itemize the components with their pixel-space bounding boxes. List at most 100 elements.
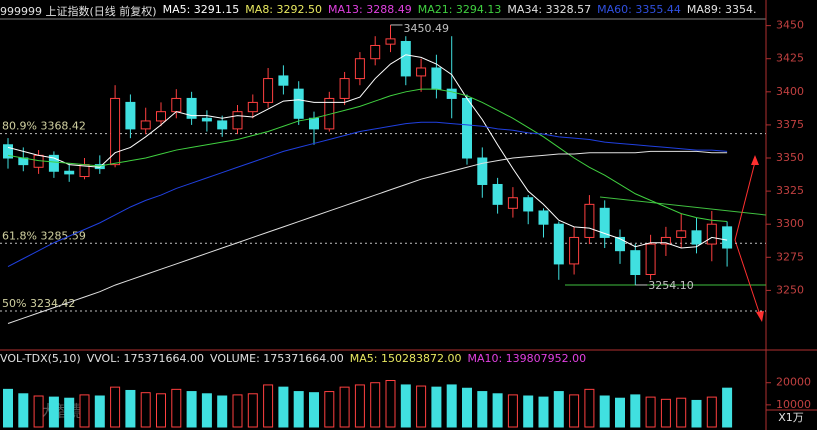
volume-bar	[18, 393, 29, 428]
volume-bar	[94, 395, 105, 428]
volume-bar	[400, 384, 411, 428]
candle-body	[599, 207, 610, 238]
candle-body	[691, 230, 702, 245]
volume-bar	[462, 387, 472, 428]
header-item: MA13: 3288.49	[328, 3, 412, 16]
volume-bar	[324, 391, 335, 428]
header-item: MA8: 3292.50	[245, 3, 323, 16]
ma-line	[7, 121, 728, 268]
y-tick-label: 20000	[776, 376, 811, 389]
header-item: MA34: 3328.57	[507, 3, 592, 16]
candle-body	[156, 111, 166, 122]
candle-body	[354, 58, 365, 80]
volume-bar	[339, 386, 350, 428]
volume-bar	[676, 397, 687, 428]
volume-bar	[722, 387, 733, 428]
arrowhead	[756, 311, 764, 322]
candle-body	[538, 210, 549, 225]
volume-bar	[33, 395, 44, 428]
volume-bar	[538, 396, 549, 428]
header-item: MA5: 150283872.00	[349, 352, 462, 365]
header-item: VVOL: 175371664.00	[86, 352, 205, 365]
volume-bar	[523, 395, 534, 428]
candle-body	[431, 67, 442, 90]
arrow	[734, 239, 761, 316]
volume-bar	[416, 385, 427, 428]
volume-bar	[201, 393, 212, 428]
volume-bar	[630, 394, 641, 428]
candle-body	[584, 203, 595, 238]
mark-label: 3254.10	[648, 279, 694, 292]
volume-bar	[584, 388, 595, 428]
volume-bar	[553, 391, 564, 428]
candle-body	[278, 75, 289, 86]
volume-bar	[110, 386, 121, 428]
candle-body	[201, 117, 212, 122]
volume-bar	[477, 391, 488, 428]
candle-body	[660, 236, 671, 245]
candle-body	[385, 38, 396, 45]
volume-bar	[186, 391, 197, 428]
y-tick-label: 3400	[776, 85, 804, 98]
header-item: MA5: 3291.15	[162, 3, 240, 16]
candle-body	[615, 236, 625, 252]
ma-line	[7, 150, 728, 324]
volume-bar	[569, 394, 580, 428]
candle-body	[125, 101, 136, 130]
arrow	[734, 161, 756, 241]
trend-line	[599, 196, 767, 216]
candle-body	[339, 78, 350, 99]
header-item: MA10: 139807952.00	[467, 352, 587, 365]
y-tick-label: 3425	[776, 52, 804, 65]
candle-body	[569, 236, 580, 265]
header-item: 999999 上证指数(日线 前复权)	[0, 5, 157, 18]
y-tick-label: 3450	[776, 19, 804, 32]
volume-bar	[64, 397, 75, 428]
volume-bar	[293, 391, 304, 428]
candle-body	[630, 250, 641, 276]
volume-bar	[3, 388, 13, 428]
candle-body	[217, 120, 228, 130]
candle-body	[645, 243, 656, 276]
y-tick-label: 3300	[776, 217, 804, 230]
volume-bar	[247, 393, 258, 428]
y-tick-label: 3250	[776, 283, 804, 296]
volume-bar	[217, 395, 228, 428]
candle-body	[553, 223, 564, 265]
ma-line	[7, 88, 728, 223]
candle-body	[523, 197, 534, 212]
candle-body	[370, 44, 381, 60]
candle-body	[64, 170, 75, 175]
mark-label: 3450.49	[404, 22, 450, 35]
volume-bar	[706, 396, 717, 428]
candle-body	[263, 78, 274, 103]
volume-bar	[79, 394, 90, 428]
candle-body	[309, 117, 319, 130]
volume-bar	[431, 386, 442, 428]
volume-bar	[125, 389, 136, 428]
volume-bar	[278, 386, 289, 428]
candle-body	[3, 144, 13, 159]
volume-bar	[385, 380, 396, 428]
candle-body	[462, 97, 472, 159]
candle-body	[722, 226, 733, 249]
candle-body	[706, 223, 717, 245]
candle-body	[400, 41, 411, 77]
volume-bar	[691, 399, 702, 428]
volume-bar	[446, 384, 457, 428]
volume-bar	[507, 394, 518, 428]
y-tick-label: 3350	[776, 151, 804, 164]
candle-body	[186, 97, 197, 119]
level-label: 61.8% 3285.59	[2, 229, 86, 242]
candle-body	[247, 101, 258, 113]
header-item: MA60: 3355.44	[597, 3, 681, 16]
candle-body	[140, 120, 151, 130]
candle-body	[110, 97, 121, 166]
candle-body	[676, 230, 687, 238]
volume-header: VOL-TDX(5,10) VVOL: 175371664.00 VOLUME: 1…	[0, 352, 586, 365]
volume-bar	[354, 384, 365, 428]
volume-bar	[232, 394, 243, 428]
ma-line	[7, 54, 728, 249]
